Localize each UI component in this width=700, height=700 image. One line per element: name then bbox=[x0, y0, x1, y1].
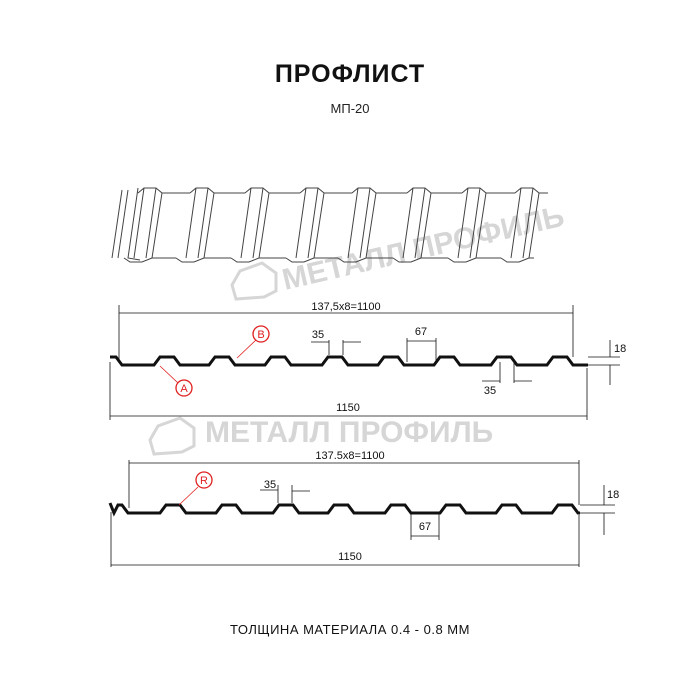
dim-rib-bottom-label: 35 bbox=[484, 385, 496, 397]
page-title: ПРОФЛИСТ bbox=[274, 60, 426, 88]
dim-pitch-label: 67 bbox=[415, 326, 427, 338]
dim-height-label: 18 bbox=[607, 489, 619, 501]
dim-rib-top-label: 35 bbox=[312, 329, 324, 341]
profile-r-line bbox=[108, 502, 580, 517]
marker-a-label: A bbox=[180, 383, 188, 395]
watermark-logo bbox=[148, 416, 196, 456]
dim-height-label: 18 bbox=[614, 343, 626, 355]
material-thickness-note: ТОЛЩИНА МАТЕРИАЛА 0.4 - 0.8 ММ bbox=[230, 622, 470, 637]
marker-r bbox=[195, 471, 213, 489]
marker-b-label: B bbox=[257, 329, 264, 341]
dim-rib-top-label: 35 bbox=[264, 479, 276, 491]
dim-bottom-label: 1150 bbox=[336, 402, 360, 414]
watermark-logo bbox=[230, 261, 278, 301]
dim-top-label: 137.5x8=1100 bbox=[315, 450, 384, 462]
marker-a bbox=[175, 379, 193, 397]
sheet-outline bbox=[111, 187, 548, 263]
watermark-text: МЕТАЛЛ ПРОФИЛЬ bbox=[205, 416, 493, 449]
marker-r-label: R bbox=[200, 475, 208, 487]
dim-pitch-label: 67 bbox=[419, 521, 431, 533]
sheet-perspective-drawing bbox=[111, 187, 548, 263]
dim-bottom-label: 1150 bbox=[338, 551, 362, 563]
page-subtitle: МП-20 bbox=[330, 101, 370, 116]
marker-b bbox=[252, 325, 270, 343]
profile-a-line bbox=[110, 355, 588, 367]
profile-a: 137,5x8=1100 1150 35 67 35 18 B A bbox=[109, 301, 626, 420]
profile-r: 137.5x8=1100 1150 35 67 18 R bbox=[108, 450, 619, 567]
watermark-2: МЕТАЛЛ ПРОФИЛЬ bbox=[148, 416, 493, 456]
dim-top-label: 137,5x8=1100 bbox=[311, 301, 380, 313]
